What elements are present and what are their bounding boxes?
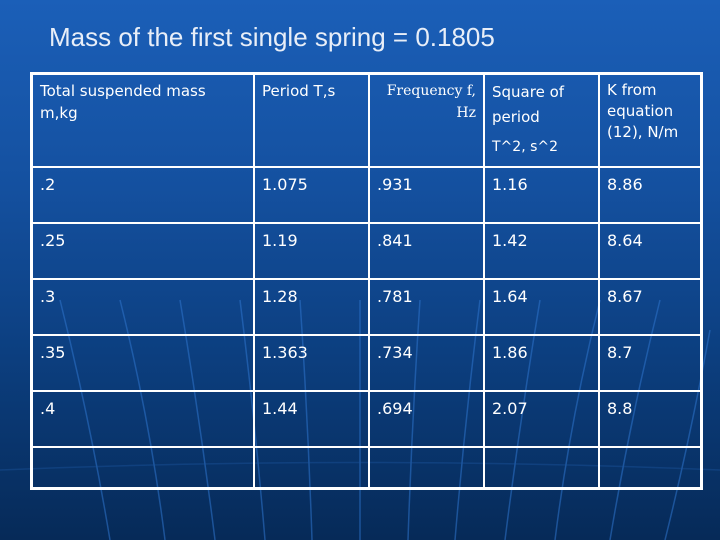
cell-frequency: .781 (368, 277, 485, 336)
cell-square-period: 1.16 (483, 165, 600, 224)
cell-period (253, 445, 370, 490)
cell-frequency: .694 (368, 389, 485, 448)
cell-mass: .4 (30, 389, 255, 448)
spring-data-table: Total suspended mass m,kg Period T,s Fre… (30, 72, 703, 490)
cell-square-period: 2.07 (483, 389, 600, 448)
cell-period: 1.363 (253, 333, 370, 392)
header-square-period-label: Square of period (492, 83, 565, 126)
cell-k: 8.7 (598, 333, 703, 392)
header-period: Period T,s (253, 72, 370, 168)
table-row: .4 1.44 .694 2.07 8.8 (30, 389, 703, 448)
cell-period: 1.44 (253, 389, 370, 448)
cell-period: 1.19 (253, 221, 370, 280)
cell-mass (30, 445, 255, 490)
header-square-period-unit: T^2, s^2 (492, 139, 559, 155)
cell-frequency: .841 (368, 221, 485, 280)
table-row: .35 1.363 .734 1.86 8.7 (30, 333, 703, 392)
cell-mass: .35 (30, 333, 255, 392)
cell-k: 8.64 (598, 221, 703, 280)
cell-square-period (483, 445, 600, 490)
cell-mass: .2 (30, 165, 255, 224)
table-row: .3 1.28 .781 1.64 8.67 (30, 277, 703, 336)
cell-square-period: 1.86 (483, 333, 600, 392)
cell-frequency: .734 (368, 333, 485, 392)
header-square-period: Square of period T^2, s^2 (483, 72, 600, 168)
header-frequency: Frequency f, Hz (368, 72, 485, 168)
cell-k (598, 445, 703, 490)
table-row-empty (30, 445, 703, 490)
cell-k: 8.86 (598, 165, 703, 224)
table-row: .25 1.19 .841 1.42 8.64 (30, 221, 703, 280)
cell-square-period: 1.64 (483, 277, 600, 336)
cell-period: 1.28 (253, 277, 370, 336)
table-row: .2 1.075 .931 1.16 8.86 (30, 165, 703, 224)
header-mass: Total suspended mass m,kg (30, 72, 255, 168)
cell-k: 8.67 (598, 277, 703, 336)
cell-square-period: 1.42 (483, 221, 600, 280)
cell-frequency (368, 445, 485, 490)
header-k: K from equation (12), N/m (598, 72, 703, 168)
slide-title: Mass of the first single spring = 0.1805 (49, 22, 495, 52)
table-header-row: Total suspended mass m,kg Period T,s Fre… (30, 72, 703, 168)
cell-mass: .3 (30, 277, 255, 336)
cell-k: 8.8 (598, 389, 703, 448)
cell-frequency: .931 (368, 165, 485, 224)
cell-period: 1.075 (253, 165, 370, 224)
cell-mass: .25 (30, 221, 255, 280)
